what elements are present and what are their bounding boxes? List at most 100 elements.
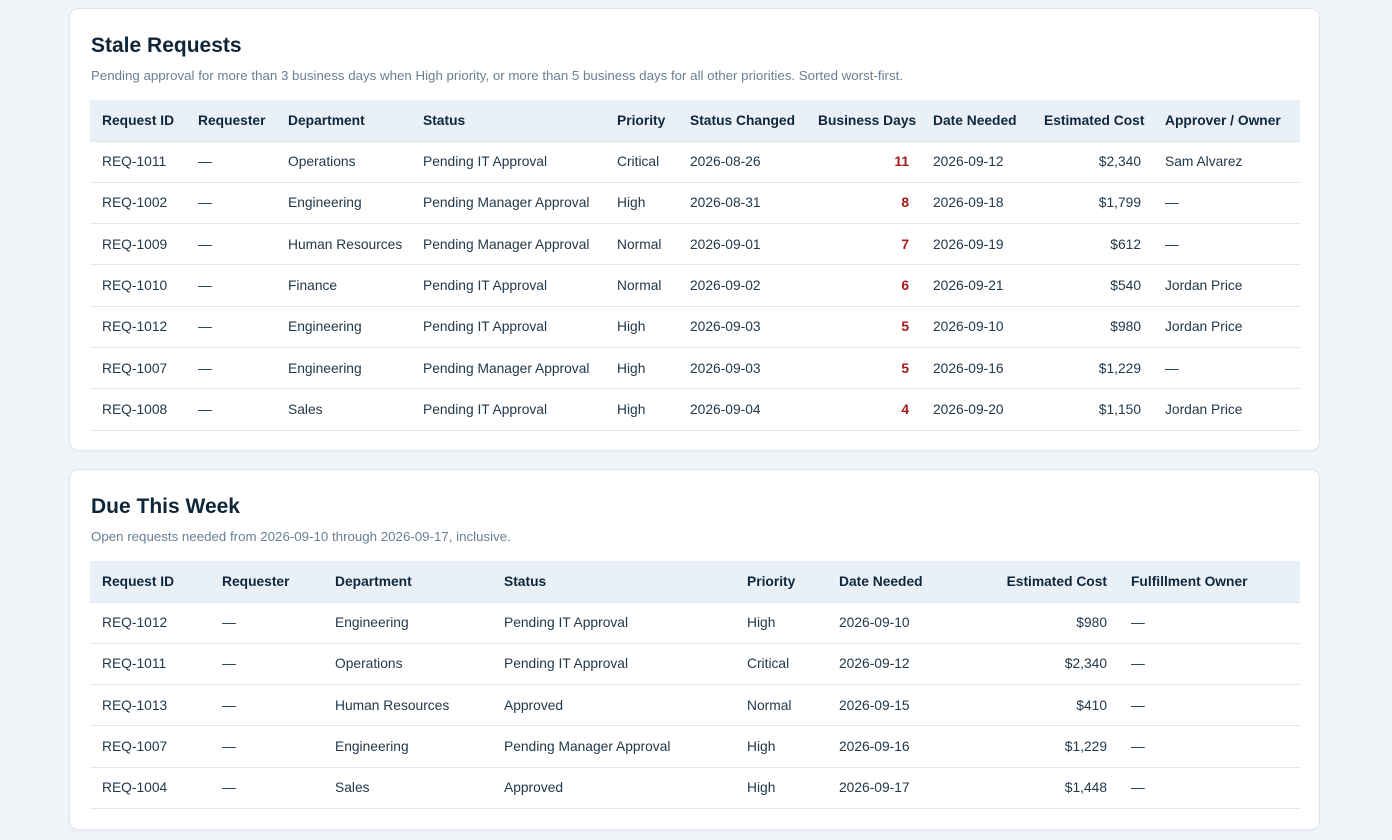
column-header-request-id[interactable]: Request ID [90,100,186,142]
cell-approver-owner: Jordan Price [1153,306,1300,348]
cell-business-days: 4 [806,388,921,431]
cell-status: Approved [492,767,735,809]
cell-priority: High [735,602,827,644]
cell-department: Engineering [323,602,492,644]
cell-date-needed: 2026-09-10 [921,306,1032,348]
cell-approver-owner: — [1153,182,1300,225]
cell-business-days: 11 [806,141,921,183]
cell-priority: Normal [735,684,827,727]
column-header-priority[interactable]: Priority [605,100,678,142]
cell-fulfillment-owner: — [1119,643,1300,686]
cell-requester: — [186,388,276,431]
cell-business-days: 6 [806,264,921,307]
cell-estimated-cost: $1,448 [935,767,1119,809]
cell-status: Pending IT Approval [411,264,605,307]
stale-requests-title: Stale Requests [91,34,242,57]
cell-status: Approved [492,684,735,727]
column-header-estimated-cost[interactable]: Estimated Cost [1032,100,1153,142]
stale-requests-subtitle: Pending approval for more than 3 busines… [91,68,903,83]
cell-status: Pending Manager Approval [411,347,605,390]
table-row[interactable]: REQ-1010— Finance Pending IT Approval Norma… [90,264,1300,307]
cell-status: Pending Manager Approval [492,725,735,768]
cell-priority: High [735,767,827,809]
cell-status: Pending Manager Approval [411,223,605,266]
cell-department: Operations [276,141,411,183]
cell-priority: Critical [605,141,678,183]
cell-date-needed: 2026-09-20 [921,388,1032,431]
column-header-estimated-cost[interactable]: Estimated Cost [935,561,1119,603]
due-this-week-subtitle: Open requests needed from 2026-09-10 thr… [91,529,511,544]
due-this-week-rows: REQ-1012— Engineering Pending IT Approval H… [90,602,1300,809]
cell-priority: High [605,347,678,390]
column-header-status[interactable]: Status [411,100,605,142]
cell-date-needed: 2026-09-16 [921,347,1032,390]
cell-priority: High [735,725,827,768]
cell-priority: Critical [735,643,827,686]
cell-approver-owner: Sam Alvarez [1153,141,1300,183]
cell-date-needed: 2026-09-12 [827,643,935,686]
column-header-request-id[interactable]: Request ID [90,561,210,603]
cell-request-id: REQ-1008 [90,388,186,431]
cell-date-needed: 2026-09-18 [921,182,1032,225]
cell-priority: Normal [605,223,678,266]
cell-estimated-cost: $540 [1032,264,1153,307]
table-header-row: Request ID Requester Department Status P… [90,561,1300,603]
column-header-department[interactable]: Department [276,100,411,142]
cell-priority: High [605,182,678,225]
cell-request-id: REQ-1009 [90,223,186,266]
cell-requester: — [210,602,323,644]
table-row[interactable]: REQ-1013— Human Resources Approved Normal 20… [90,684,1300,727]
table-row[interactable]: REQ-1012— Engineering Pending IT Approval H… [90,602,1300,644]
table-row[interactable]: REQ-1011— Operations Pending IT Approval Cr… [90,141,1300,183]
cell-department: Engineering [323,725,492,768]
cell-requester: — [210,767,323,809]
cell-request-id: REQ-1011 [90,141,186,183]
cell-approver-owner: Jordan Price [1153,264,1300,307]
cell-status-changed: 2026-09-03 [678,347,806,390]
table-row[interactable]: REQ-1009— Human Resources Pending Manager … [90,223,1300,266]
cell-date-needed: 2026-09-15 [827,684,935,727]
column-header-business-days[interactable]: Business Days [806,100,921,142]
cell-request-id: REQ-1012 [90,306,186,348]
column-header-status[interactable]: Status [492,561,735,603]
column-header-department[interactable]: Department [323,561,492,603]
cell-department: Engineering [276,347,411,390]
cell-department: Human Resources [323,684,492,727]
cell-estimated-cost: $2,340 [935,643,1119,686]
column-header-approver-owner[interactable]: Approver / Owner [1153,100,1300,142]
column-header-requester[interactable]: Requester [210,561,323,603]
table-row[interactable]: REQ-1012— Engineering Pending IT Approval H… [90,306,1300,348]
cell-estimated-cost: $1,150 [1032,388,1153,431]
cell-department: Engineering [276,182,411,225]
column-header-date-needed[interactable]: Date Needed [827,561,935,603]
cell-requester: — [186,264,276,307]
cell-estimated-cost: $612 [1032,223,1153,266]
cell-requester: — [186,223,276,266]
cell-estimated-cost: $410 [935,684,1119,727]
table-row[interactable]: REQ-1007 — Engineering Pending Manager Appr… [90,347,1300,390]
column-header-requester[interactable]: Requester [186,100,276,142]
cell-request-id: REQ-1007 [90,347,186,390]
table-row[interactable]: REQ-1008— Sales Pending IT Approval High 202… [90,388,1300,431]
column-header-priority[interactable]: Priority [735,561,827,603]
table-row[interactable]: REQ-1007— Engineering Pending Manager Appr… [90,725,1300,768]
column-header-date-needed[interactable]: Date Needed [921,100,1032,142]
column-header-fulfillment-owner[interactable]: Fulfillment Owner [1119,561,1300,603]
column-header-status-changed[interactable]: Status Changed [678,100,806,142]
cell-date-needed: 2026-09-10 [827,602,935,644]
table-row[interactable]: REQ-1004— Sales Approved High 2026-09-17 $1,4… [90,767,1300,809]
cell-date-needed: 2026-09-19 [921,223,1032,266]
cell-status: Pending IT Approval [492,602,735,644]
cell-business-days: 8 [806,182,921,225]
table-row[interactable]: REQ-1011— Operations Pending IT Approval Cr… [90,643,1300,686]
stale-requests-card: Stale Requests Pending approval for more… [69,8,1320,451]
table-row[interactable]: REQ-1002— Engineering Pending Manager Appr… [90,182,1300,225]
cell-approver-owner: — [1153,347,1300,390]
cell-requester: — [210,725,323,768]
cell-business-days: 7 [806,223,921,266]
cell-status-changed: 2026-09-04 [678,388,806,431]
cell-priority: High [605,306,678,348]
cell-fulfillment-owner: — [1119,767,1300,809]
cell-status: Pending Manager Approval [411,182,605,225]
cell-request-id: REQ-1007 [90,725,210,768]
